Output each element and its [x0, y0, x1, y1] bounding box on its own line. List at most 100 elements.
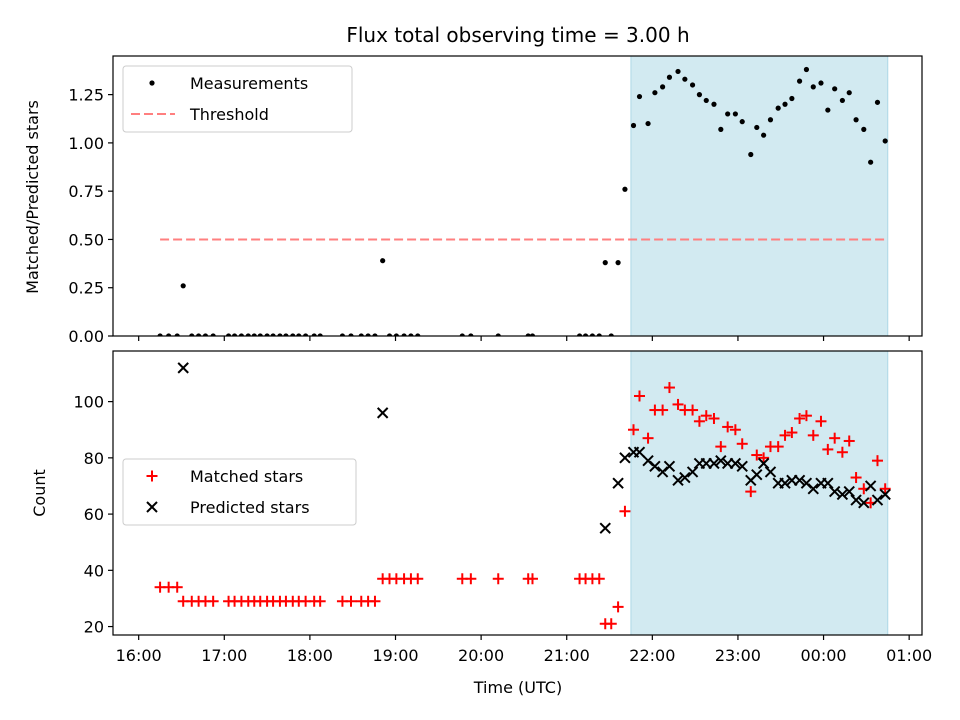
y-tick-label-top-2: 0.50	[68, 230, 104, 249]
data-point-bottom-0-77	[843, 435, 855, 447]
data-point-top-0-27	[372, 333, 378, 336]
x-tick-label-9: 01:00	[886, 646, 932, 665]
data-point-bottom-1-34	[836, 488, 849, 501]
data-point-bottom-1-38	[864, 480, 877, 492]
series-top-0	[157, 66, 888, 336]
data-point-bottom-1-23	[757, 457, 770, 470]
data-point-bottom-0-52	[663, 382, 675, 394]
data-point-bottom-1-30	[807, 483, 819, 495]
data-point-top-0-49	[645, 120, 651, 127]
data-point-bottom-1-37	[858, 497, 870, 509]
data-point-bottom-1-13	[686, 466, 699, 478]
data-point-bottom-1-17-b	[715, 454, 727, 467]
data-point-bottom-0-81	[871, 455, 883, 467]
legend-label-top-0: Measurements	[190, 74, 308, 93]
data-point-bottom-0-70	[794, 412, 806, 424]
panel-ratio: 0.00 0.25 0.50 0.75 1.00 1.25 Measurements Thre…	[68, 55, 923, 346]
legend-box-top	[122, 65, 353, 133]
data-point-bottom-0-78	[850, 472, 862, 484]
data-point-bottom-0-56	[693, 415, 705, 427]
data-point-top-0-66	[767, 117, 774, 123]
data-point-bottom-1-35	[843, 485, 855, 498]
shaded-region-top	[630, 55, 889, 337]
series-group-top	[157, 66, 888, 336]
data-point-bottom-1-10	[663, 460, 676, 472]
data-point-top-0-8	[225, 333, 232, 336]
data-point-bottom-1-13-b	[686, 466, 699, 478]
data-point-top-0-6	[202, 333, 209, 336]
data-point-bottom-0-63	[745, 486, 757, 498]
data-point-bottom-0-2	[171, 581, 183, 593]
data-point-top-0-61	[732, 111, 738, 117]
data-point-top-0-37	[525, 333, 531, 336]
data-point-bottom-1-4	[619, 452, 631, 464]
y-axis-label-top: Matched/Predicted stars	[23, 100, 42, 294]
data-point-bottom-1-28-b	[793, 474, 806, 487]
data-point-bottom-1-32-b	[822, 477, 834, 489]
data-point-bottom-0-45	[612, 601, 624, 613]
data-point-bottom-1-11	[672, 474, 684, 487]
x-tick-label-0: 16:00	[116, 646, 162, 665]
y-tick-label-bottom-3: 80	[84, 449, 104, 468]
data-point-bottom-1-38-b	[864, 480, 877, 492]
data-point-top-0-19	[296, 333, 302, 336]
data-point-top-0-53	[675, 68, 681, 75]
data-point-bottom-0-44	[605, 618, 617, 630]
data-point-bottom-1-6-b	[633, 446, 646, 458]
data-point-top-0-79	[861, 126, 867, 132]
data-point-top-0-56	[696, 92, 703, 98]
data-point-bottom-1-22	[751, 469, 763, 481]
legend-swatch-top-0	[149, 80, 155, 86]
data-point-top-0-18	[290, 333, 296, 336]
y-axis-label-bottom: Count	[30, 469, 49, 517]
data-point-bottom-1-29-b	[800, 477, 813, 489]
data-point-top-0-47	[630, 122, 637, 129]
data-point-bottom-1-26	[779, 477, 791, 489]
data-point-bottom-1-23-b	[757, 457, 770, 470]
data-point-top-0-43	[602, 260, 608, 266]
data-point-bottom-0-57	[700, 410, 712, 422]
data-point-bottom-0-47	[627, 424, 639, 436]
data-point-bottom-1-20-b	[736, 460, 748, 472]
data-point-top-0-57	[703, 97, 709, 104]
data-point-bottom-1-10-b	[663, 460, 676, 472]
data-point-top-0-82	[882, 138, 888, 144]
data-point-bottom-1-4-b	[619, 452, 631, 464]
data-point-top-0-34	[459, 333, 465, 336]
data-point-bottom-1-32	[822, 477, 834, 489]
data-point-bottom-1-8	[649, 460, 661, 472]
data-point-top-0-39	[576, 333, 583, 336]
data-point-bottom-0-74	[822, 443, 834, 455]
data-point-top-0-23	[339, 333, 346, 336]
data-point-top-0-72	[810, 84, 816, 90]
data-point-bottom-0-73	[815, 415, 827, 427]
data-point-bottom-0-24	[345, 595, 357, 607]
data-point-top-0-20	[303, 333, 309, 336]
data-point-bottom-1-20	[736, 460, 748, 472]
legend-bottom: Matched stars Predicted stars	[122, 458, 357, 526]
data-point-bottom-1-16	[708, 457, 720, 470]
data-point-bottom-1-0-b	[177, 362, 189, 374]
data-point-bottom-0-71	[800, 410, 812, 422]
data-point-bottom-1-40-b	[879, 488, 891, 501]
data-point-bottom-0-42	[593, 573, 605, 585]
data-point-bottom-0-49	[642, 432, 654, 444]
data-point-top-0-41	[589, 333, 596, 336]
data-point-top-0-70	[796, 78, 803, 84]
data-point-top-0-31	[401, 333, 407, 336]
data-point-bottom-1-37-b	[858, 497, 870, 509]
data-point-top-0-16	[277, 333, 283, 336]
legend-top: Measurements Threshold	[122, 65, 353, 133]
data-point-top-0-10	[238, 333, 245, 336]
data-point-bottom-1-39	[871, 494, 884, 506]
data-point-top-0-69	[789, 95, 795, 102]
legend-swatch-bottom-1-b	[146, 501, 158, 513]
y-tick-label-bottom-1: 40	[84, 561, 104, 580]
data-point-top-0-30	[393, 333, 399, 336]
data-point-bottom-1-12-b	[679, 471, 691, 484]
y-tick-label-bottom-2: 60	[84, 505, 104, 524]
data-point-bottom-1-24-b	[764, 466, 777, 478]
data-point-bottom-1-30-b	[807, 483, 819, 495]
data-point-bottom-0-67	[772, 441, 784, 453]
y-tick-label-bottom-0: 20	[84, 618, 104, 637]
